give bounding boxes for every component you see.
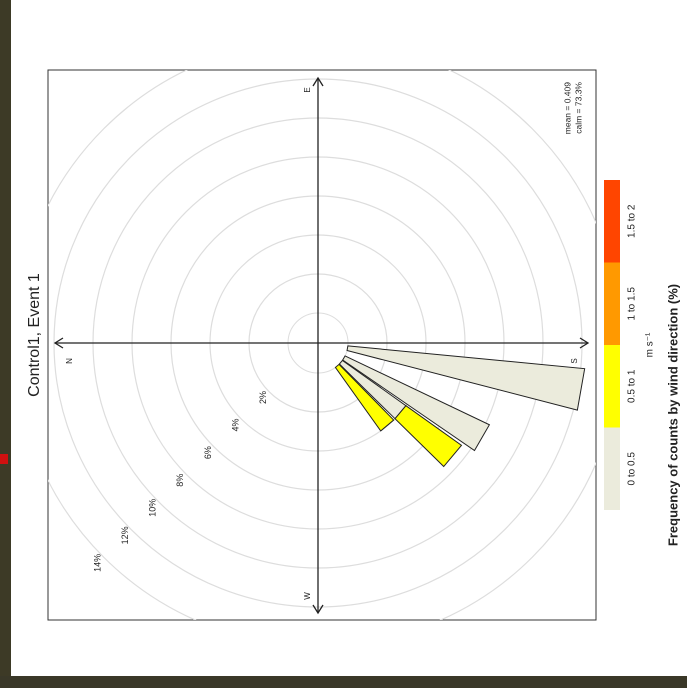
annotation: mean = 0.409 — [562, 82, 572, 134]
ring-label: 10% — [148, 499, 158, 517]
background-mark — [0, 454, 8, 464]
legend-swatch — [604, 263, 620, 346]
legend-swatch — [604, 345, 620, 428]
chart-title: Control1, Event 1 — [26, 273, 43, 397]
background-strip — [0, 676, 687, 688]
legend-label: 0.5 to 1 — [627, 369, 638, 403]
page: Control1, Event 1 2% 4% 6% 8% 10% 12% 14% N E S Wm… — [0, 0, 687, 688]
compass-label: W — [303, 592, 312, 600]
legend-title: m s⁻¹ — [645, 332, 656, 357]
ring-label: 14% — [92, 554, 102, 572]
ring-label: 12% — [120, 526, 130, 544]
ring-label: 6% — [203, 446, 213, 459]
legend-swatch — [604, 180, 620, 263]
compass-label: N — [65, 358, 74, 364]
ring-label: 8% — [175, 474, 185, 487]
legend-label: 1.5 to 2 — [627, 204, 638, 238]
legend-label: 1 to 1.5 — [627, 287, 638, 321]
rotated-chart: Control1, Event 1 2% 4% 6% 8% 10% 12% 14% N E S Wm… — [15, 40, 680, 646]
background-strip — [0, 0, 11, 688]
legend-swatch — [604, 428, 620, 511]
annotation: calm = 73.3% — [573, 82, 583, 134]
plot-frame — [48, 70, 596, 620]
compass-label: S — [570, 358, 579, 363]
ring-label: 4% — [230, 419, 240, 432]
ring-label: 2% — [258, 391, 268, 404]
x-axis-title: Frequency of counts by wind direction (%… — [665, 284, 680, 546]
legend-label: 0 to 0.5 — [627, 452, 638, 486]
chart: Control1, Event 1 2% 4% 6% 8% 10% 12% 14% N E S Wm… — [0, 0, 687, 688]
compass-label: E — [303, 87, 312, 92]
